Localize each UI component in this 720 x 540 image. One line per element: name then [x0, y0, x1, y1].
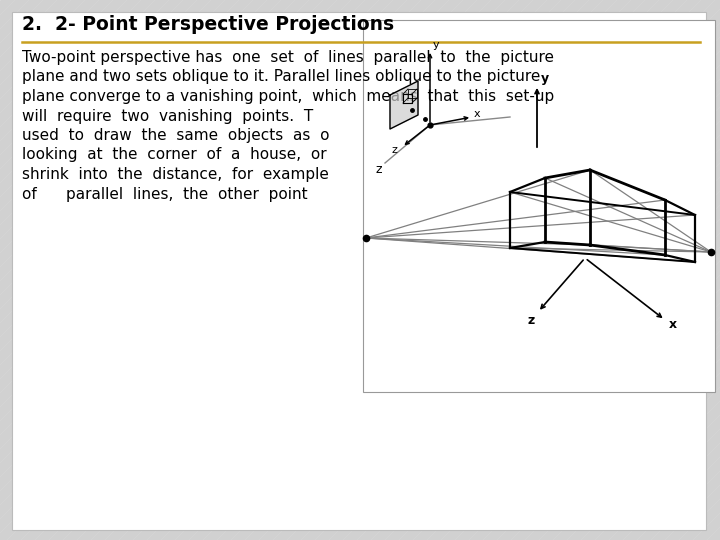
Text: z: z	[375, 163, 382, 176]
Text: x: x	[474, 109, 481, 119]
Text: of      parallel  lines,  the  other  point: of parallel lines, the other point	[22, 186, 307, 201]
Text: z: z	[392, 145, 398, 155]
Text: y: y	[433, 40, 440, 50]
Text: plane and two sets oblique to it. Parallel lines oblique to the picture: plane and two sets oblique to it. Parall…	[22, 70, 541, 84]
Text: x: x	[669, 318, 677, 331]
Text: 2.  2- Point Perspective Projections: 2. 2- Point Perspective Projections	[22, 15, 394, 34]
Text: looking  at  the  corner  of  a  house,  or: looking at the corner of a house, or	[22, 147, 327, 163]
Bar	[363, 20, 715, 392]
Text: shrink  into  the  distance,  for  example: shrink into the distance, for example	[22, 167, 329, 182]
Text: will  require  two  vanishing  points.  T: will require two vanishing points. T	[22, 109, 313, 124]
Text: z: z	[528, 314, 535, 327]
Text: used  to  draw  the  same  objects  as  o: used to draw the same objects as o	[22, 128, 330, 143]
Text: y: y	[541, 72, 549, 85]
Text: plane converge to a vanishing point,  which  means  that  this  set-up: plane converge to a vanishing point, whi…	[22, 89, 554, 104]
Polygon shape	[390, 81, 418, 129]
Text: Two-point perspective has  one  set  of  lines  parallel  to  the  picture: Two-point perspective has one set of lin…	[22, 50, 554, 65]
